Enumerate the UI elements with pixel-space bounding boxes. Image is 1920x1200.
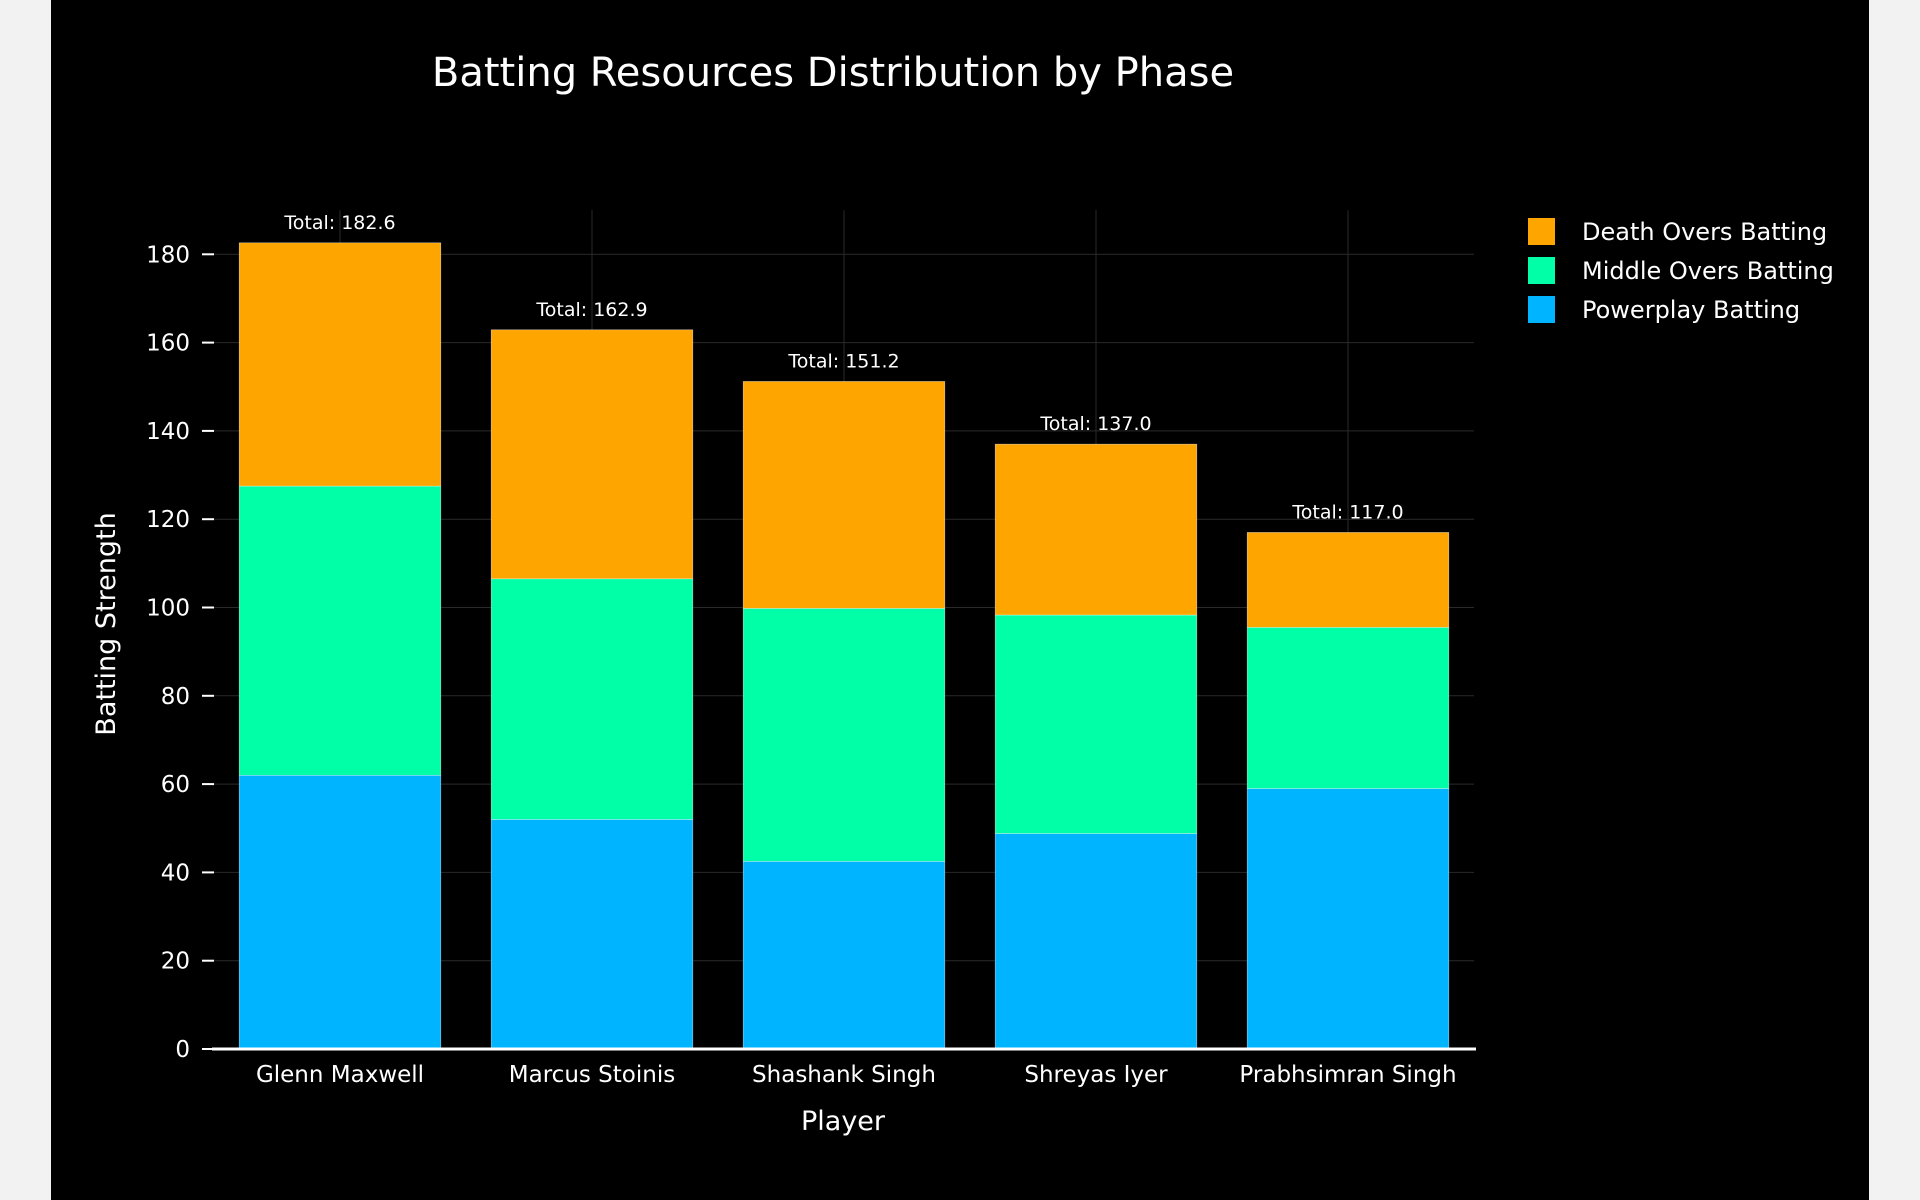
bar-segment	[238, 774, 442, 1050]
bar-segment	[490, 578, 694, 820]
bar-segment	[238, 242, 442, 487]
bar-segment	[994, 833, 1198, 1050]
chart-svg: Batting Resources Distribution by Phase …	[91, 50, 1834, 1137]
legend-label: Powerplay Batting	[1582, 296, 1800, 324]
legend-label: Middle Overs Batting	[1582, 257, 1834, 285]
bar-segment	[1246, 788, 1450, 1050]
total-label: Total: 182.6	[283, 212, 395, 234]
legend-swatch	[1528, 296, 1555, 323]
bar-layer	[238, 242, 1450, 1050]
bar-segment	[238, 485, 442, 776]
bar-segment	[994, 614, 1198, 834]
bar-segment	[994, 443, 1198, 616]
y-tick-label: 80	[161, 684, 190, 710]
y-tick-label: 160	[146, 331, 190, 357]
y-axis-title: Batting Strength	[91, 512, 122, 735]
y-tick-label: 0	[175, 1037, 190, 1063]
bar-segment	[1246, 532, 1450, 628]
bar-segment	[1246, 627, 1450, 789]
legend-swatch	[1528, 218, 1555, 245]
total-label: Total: 137.0	[1039, 413, 1151, 435]
x-tick-label: Shashank Singh	[752, 1062, 936, 1088]
x-tick-label: Glenn Maxwell	[256, 1062, 424, 1088]
y-tick-label: 60	[161, 772, 190, 798]
x-axis-title: Player	[801, 1106, 886, 1137]
legend-label: Death Overs Batting	[1582, 218, 1827, 246]
total-label: Total: 117.0	[1291, 501, 1403, 523]
y-tick-label: 100	[146, 596, 190, 622]
y-tick-label: 180	[146, 242, 190, 268]
total-labels: Total: 182.6 Total: 162.9 Total: 151.2 Tota…	[283, 212, 1403, 524]
y-tick-label: 140	[146, 419, 190, 445]
total-label: Total: 162.9	[535, 299, 647, 321]
bar-segment	[490, 819, 694, 1050]
chart-title: Batting Resources Distribution by Phase	[432, 50, 1234, 96]
x-tick-label: Prabhsimran Singh	[1239, 1062, 1456, 1088]
y-tick-label: 40	[161, 860, 190, 886]
bar-segment	[742, 381, 946, 609]
total-label: Total: 151.2	[787, 350, 899, 372]
y-tick-label: 120	[146, 507, 190, 533]
chart-canvas: Batting Resources Distribution by Phase …	[51, 0, 1869, 1200]
legend: Death Overs Batting Middle Overs Batting P…	[1528, 218, 1834, 324]
axis-layer: 0 20 40 60 80 100 120 140 160 180 Glenn Maxwell Mar…	[146, 242, 1476, 1088]
y-tick-label: 20	[161, 949, 190, 975]
bar-segment	[490, 329, 694, 580]
bar-segment	[742, 861, 946, 1050]
x-tick-label: Shreyas Iyer	[1024, 1062, 1168, 1088]
bar-segment	[742, 608, 946, 862]
legend-swatch	[1528, 257, 1555, 284]
x-tick-label: Marcus Stoinis	[509, 1062, 675, 1088]
